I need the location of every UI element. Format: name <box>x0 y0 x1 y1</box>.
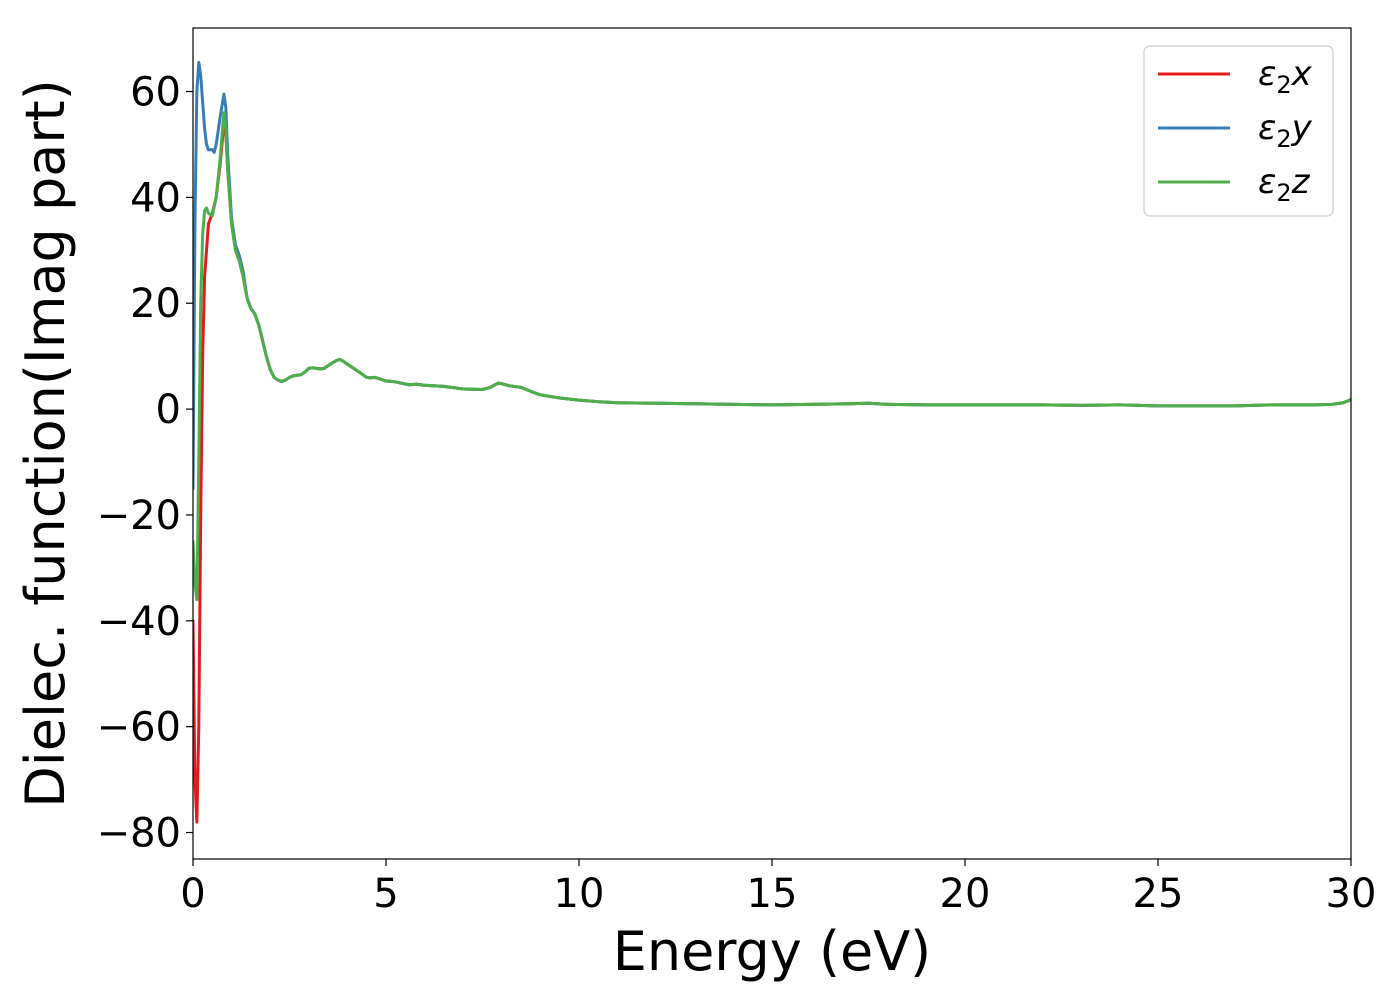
y-tick-label: −60 <box>97 705 181 751</box>
legend-box <box>1143 45 1334 217</box>
x-tick-label: 30 <box>1326 871 1377 917</box>
y-axis-label: Dielec. function(Imag part) <box>14 79 77 808</box>
x-tick-label: 20 <box>940 871 991 917</box>
x-tick-label: 5 <box>373 871 398 917</box>
y-tick-label: 60 <box>130 70 181 116</box>
series-line-x <box>193 121 1351 824</box>
x-axis-ticks: 0 5 10 15 20 25 30 <box>180 859 1376 917</box>
y-axis-ticks: −80 −60 −40 −20 0 20 40 60 <box>97 70 193 857</box>
legend-label-y: ε2y <box>1258 108 1313 153</box>
y-tick-label: 40 <box>130 175 181 221</box>
y-tick-label: 0 <box>156 387 181 433</box>
x-tick-label: 15 <box>747 871 798 917</box>
y-tick-label: 20 <box>130 281 181 327</box>
x-axis-label: Energy (eV) <box>613 920 932 983</box>
x-tick-label: 0 <box>180 871 205 917</box>
y-tick-label: −40 <box>97 599 181 645</box>
legend: ε2x ε2y ε2z <box>1143 45 1334 217</box>
x-tick-label: 10 <box>554 871 605 917</box>
x-tick-label: 25 <box>1133 871 1184 917</box>
legend-label-x: ε2x <box>1258 54 1313 99</box>
y-tick-label: −80 <box>97 811 181 857</box>
series-line-z <box>193 111 1351 602</box>
series-layer <box>193 60 1351 824</box>
y-tick-label: −20 <box>97 493 181 539</box>
legend-label-z: ε2z <box>1258 162 1311 207</box>
